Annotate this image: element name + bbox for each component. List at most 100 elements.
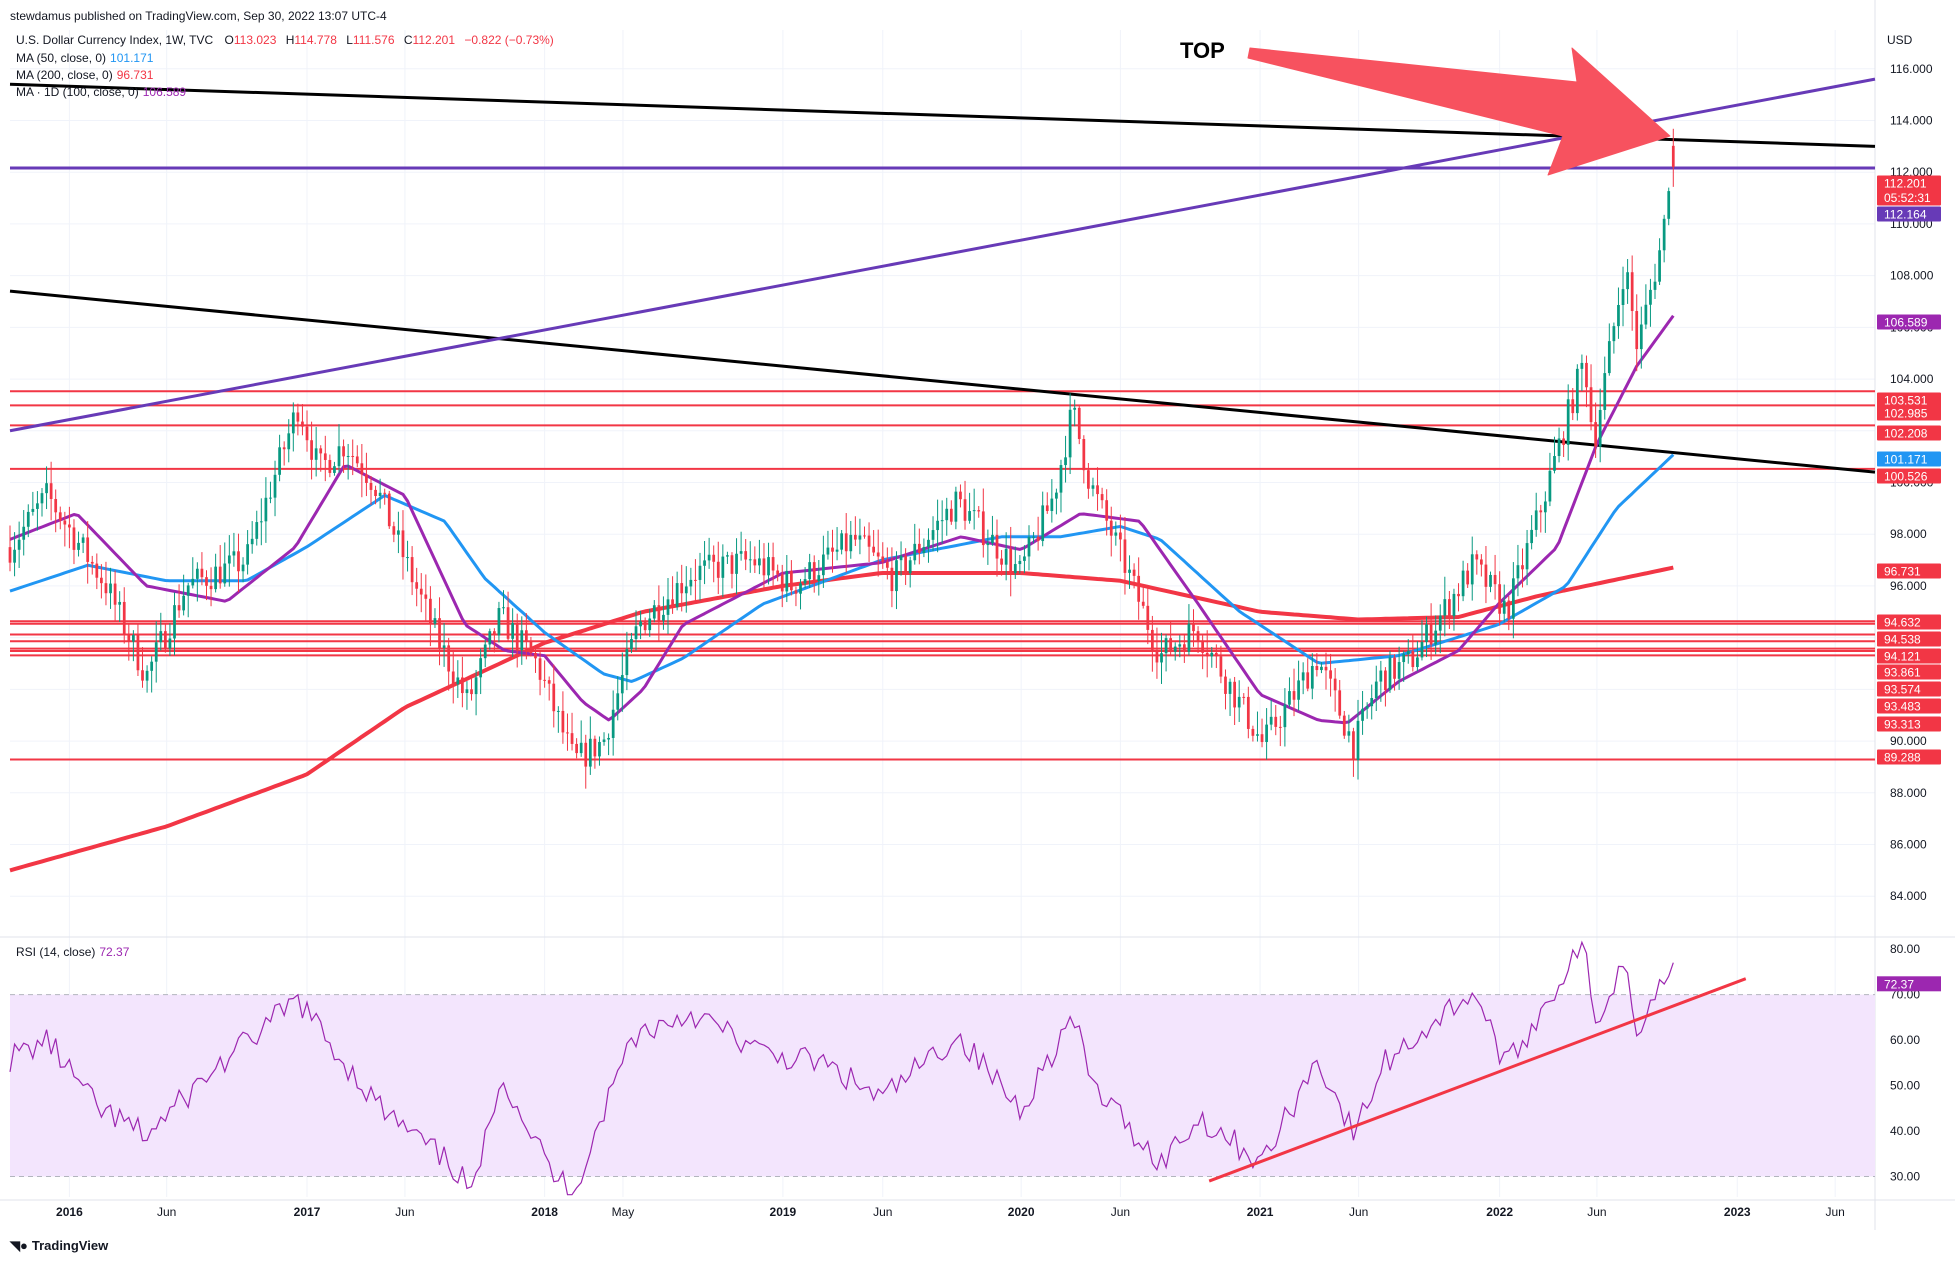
candle-body xyxy=(1105,500,1109,521)
price-tag-bg xyxy=(1877,631,1941,647)
candle-body xyxy=(1374,681,1378,699)
tradingview-logo[interactable]: ◥● TradingView xyxy=(10,1238,108,1254)
indicator-rsi[interactable]: RSI (14, close) 72.37 xyxy=(16,945,129,959)
candle-body xyxy=(255,522,259,539)
candle-body xyxy=(374,489,377,497)
indicator-ma1d100[interactable]: MA · 1D (100, close, 0) 106.589 xyxy=(16,85,186,99)
candle-body xyxy=(524,630,528,642)
candle-body xyxy=(470,689,473,695)
candle-body xyxy=(1064,457,1067,466)
candle-body xyxy=(1137,575,1141,602)
candle-body xyxy=(904,555,907,574)
candle-body xyxy=(145,670,149,681)
candle-body xyxy=(611,709,615,738)
candle-body xyxy=(698,565,702,580)
price-tick-label: 88.000 xyxy=(1890,786,1927,800)
candle-body xyxy=(1411,650,1415,668)
top-annotation-label: TOP xyxy=(1180,38,1225,63)
ma50-line xyxy=(9,453,1675,683)
candle-body xyxy=(1160,653,1163,663)
candle-body xyxy=(1269,716,1273,725)
currency-label: USD xyxy=(1887,33,1913,47)
candle-body xyxy=(1420,641,1424,658)
time-tick-label: 2020 xyxy=(1008,1205,1035,1219)
candle-body xyxy=(241,564,245,572)
candle-body xyxy=(680,583,684,594)
candle-body xyxy=(1621,289,1625,305)
time-tick-label: 2019 xyxy=(770,1205,797,1219)
candle-body xyxy=(625,649,629,676)
candle-body xyxy=(703,560,706,566)
candle-body xyxy=(365,474,368,483)
candle-body xyxy=(1612,326,1616,342)
candle-body xyxy=(406,557,409,559)
candle-body xyxy=(429,598,432,624)
price-tag: 93.483 xyxy=(1884,700,1921,714)
candle-body xyxy=(118,601,122,605)
candle-body xyxy=(1310,666,1314,689)
candle-body xyxy=(296,412,300,422)
candle-body xyxy=(1288,691,1291,705)
price-tag-bg xyxy=(1877,664,1941,680)
candle-body xyxy=(100,577,103,584)
time-tick-label: Jun xyxy=(1826,1205,1845,1219)
price-tag: 94.538 xyxy=(1884,633,1921,647)
candle-body xyxy=(419,588,423,595)
candle-body xyxy=(602,739,606,742)
candle-body xyxy=(474,677,478,695)
candle-body xyxy=(785,570,789,592)
candle-body xyxy=(1013,564,1017,574)
candle-body xyxy=(917,543,921,554)
indicator-ma50[interactable]: MA (50, close, 0) 101.171 xyxy=(16,51,153,65)
candle-body xyxy=(662,614,665,621)
candle-body xyxy=(86,537,90,562)
time-tick-label: 2022 xyxy=(1486,1205,1513,1219)
ohlc-open-label: O xyxy=(224,33,234,47)
ohlc-high-label: H xyxy=(285,33,295,47)
candle-body xyxy=(872,546,876,553)
candle-body xyxy=(1260,734,1264,743)
candle-body xyxy=(173,605,176,639)
ma1d100-line xyxy=(9,314,1675,725)
price-tag-bg xyxy=(1877,749,1941,765)
candle-body xyxy=(90,561,94,564)
candle-body xyxy=(1297,680,1300,700)
moving-averages xyxy=(9,314,1675,873)
candle-body xyxy=(1237,696,1241,708)
candle-body xyxy=(337,446,341,467)
price-tag-bg xyxy=(1877,716,1941,732)
candle-body xyxy=(1475,554,1479,560)
candle-body xyxy=(227,555,231,564)
price-tag: 94.121 xyxy=(1884,650,1921,664)
candle-body xyxy=(150,661,154,671)
price-tag-bg xyxy=(1877,563,1941,579)
candle-body xyxy=(1370,698,1374,707)
candle-body xyxy=(1182,644,1186,652)
candle-body xyxy=(712,554,716,562)
candle-body xyxy=(634,626,638,640)
rsi-tick-label: 50.00 xyxy=(1890,1079,1920,1093)
candle-body xyxy=(305,426,309,441)
indicator-ma200[interactable]: MA (200, close, 0) 96.731 xyxy=(16,68,153,82)
candle-body xyxy=(1082,439,1086,471)
price-tick-label: 90.000 xyxy=(1890,734,1927,748)
candle-body xyxy=(556,710,560,712)
candle-body xyxy=(1507,600,1511,619)
candle-body xyxy=(483,644,487,659)
candle-body xyxy=(1000,558,1003,565)
candle-body xyxy=(1150,629,1154,650)
candle-body xyxy=(186,585,190,596)
candle-body xyxy=(748,559,752,561)
candle-body xyxy=(968,511,971,521)
candle-body xyxy=(1059,465,1063,493)
candle-body xyxy=(1205,652,1209,657)
candle-body xyxy=(1100,494,1104,501)
candle-body xyxy=(639,621,642,627)
candle-body xyxy=(1530,529,1534,544)
ohlc-change: −0.822 (−0.73%) xyxy=(464,33,554,47)
candle-body xyxy=(552,683,556,712)
candle-body xyxy=(1315,666,1319,671)
time-tick-label: 2018 xyxy=(531,1205,558,1219)
rsi-line xyxy=(9,940,1674,1196)
